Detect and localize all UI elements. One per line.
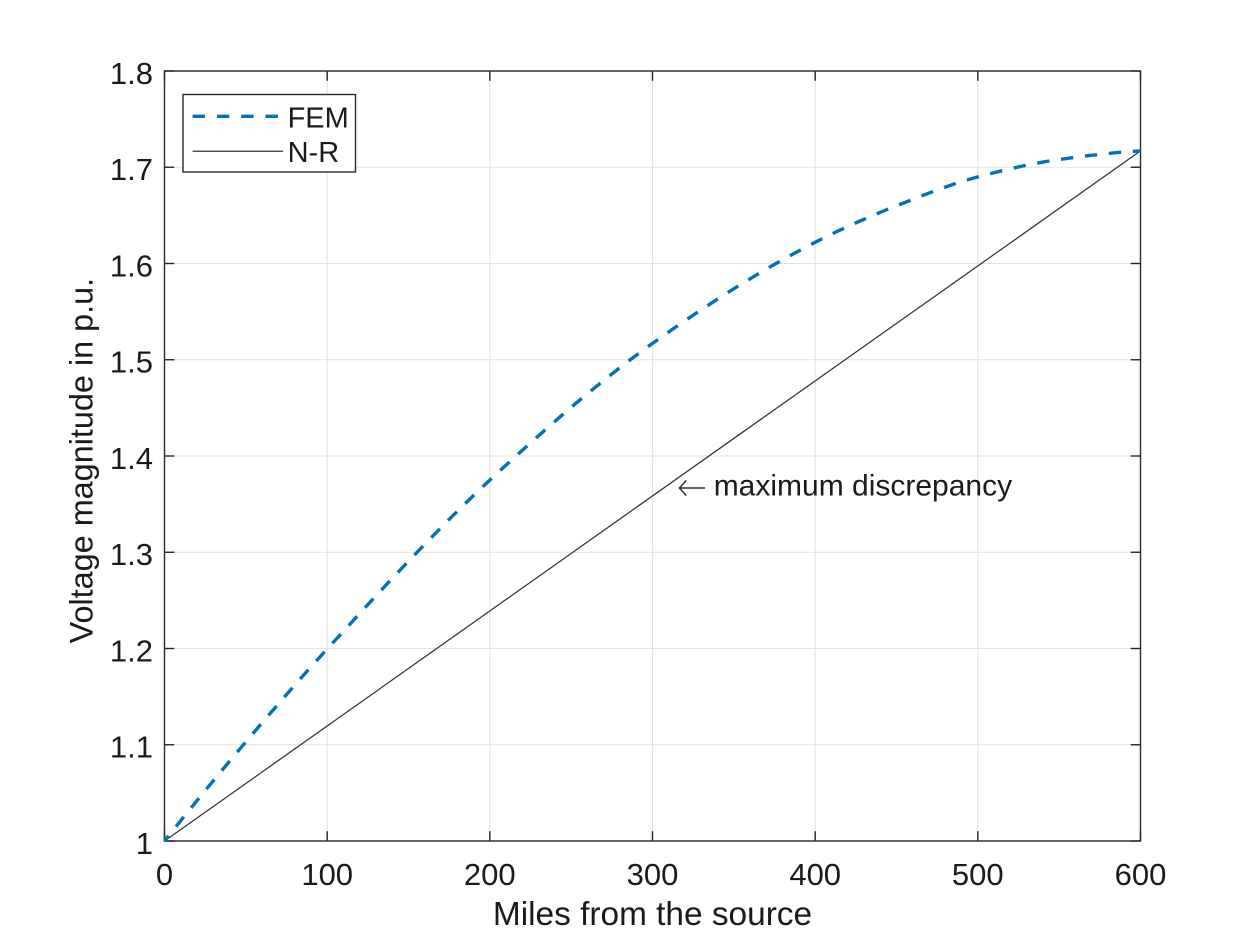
svg-text:maximum discrepancy: maximum discrepancy bbox=[714, 470, 1012, 503]
svg-text:300: 300 bbox=[627, 857, 679, 892]
svg-text:100: 100 bbox=[301, 857, 353, 892]
svg-text:1.2: 1.2 bbox=[110, 633, 153, 668]
svg-text:500: 500 bbox=[952, 857, 1004, 892]
svg-text:1: 1 bbox=[136, 826, 153, 861]
svg-text:600: 600 bbox=[1115, 857, 1167, 892]
svg-text:1.6: 1.6 bbox=[110, 248, 153, 283]
svg-text:0: 0 bbox=[156, 857, 173, 892]
svg-text:Miles from the source: Miles from the source bbox=[493, 896, 812, 933]
svg-text:200: 200 bbox=[464, 857, 516, 892]
svg-text:1.1: 1.1 bbox=[110, 730, 153, 765]
svg-text:Voltage magnitude in p.u.: Voltage magnitude in p.u. bbox=[64, 278, 100, 644]
svg-text:1.5: 1.5 bbox=[110, 345, 153, 380]
svg-text:FEM: FEM bbox=[288, 102, 349, 134]
svg-text:1.7: 1.7 bbox=[110, 152, 153, 187]
svg-text:1.8: 1.8 bbox=[110, 56, 153, 91]
svg-text:1.4: 1.4 bbox=[110, 441, 153, 476]
svg-text:N-R: N-R bbox=[288, 137, 340, 169]
svg-text:400: 400 bbox=[789, 857, 841, 892]
svg-text:1.3: 1.3 bbox=[110, 537, 153, 572]
